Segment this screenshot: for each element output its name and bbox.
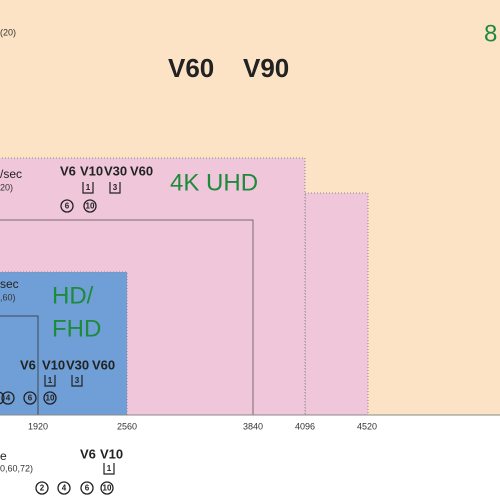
speed-mark: 6 bbox=[28, 394, 33, 403]
class-label: V60 bbox=[130, 163, 153, 178]
speed-mark: 6 bbox=[65, 202, 70, 211]
speed-mark: 4 bbox=[6, 394, 11, 403]
uhs-mark: 1 bbox=[48, 376, 53, 385]
uhs-mark: 1 bbox=[86, 183, 91, 192]
uhs-box bbox=[103, 463, 115, 475]
uhs-mark: 3 bbox=[113, 183, 118, 192]
speed-note: (20) bbox=[0, 27, 16, 37]
axis-label: 4096 bbox=[295, 421, 315, 431]
uhs-box bbox=[82, 182, 94, 194]
speed-circle bbox=[100, 481, 114, 495]
speed-circle bbox=[60, 199, 74, 213]
rate: e bbox=[0, 449, 7, 463]
uhs-box bbox=[44, 375, 56, 387]
class-label: V30 bbox=[66, 357, 89, 372]
speed-circle bbox=[43, 391, 57, 405]
speed-mark: 10 bbox=[46, 394, 55, 403]
hd-region bbox=[0, 271, 128, 416]
class-label: V10 bbox=[80, 163, 103, 178]
speed-circle bbox=[35, 481, 49, 495]
speed-mark: 10 bbox=[86, 202, 95, 211]
speed-circle bbox=[23, 391, 37, 405]
4520-region bbox=[304, 192, 369, 416]
uhs-box bbox=[109, 182, 121, 194]
axis-label: 3840 bbox=[243, 421, 263, 431]
rate-note: 20) bbox=[0, 182, 13, 192]
speed-mark: 10 bbox=[103, 484, 112, 493]
class-label: V10 bbox=[42, 357, 65, 372]
class-label: V6 bbox=[20, 357, 36, 372]
axis-label: 1920 bbox=[28, 421, 48, 431]
speed-mark: 2 bbox=[40, 484, 45, 493]
rate-note: ,60) bbox=[0, 292, 16, 302]
speed-circle bbox=[83, 199, 97, 213]
uhs-mark: 3 bbox=[75, 376, 80, 385]
class-label: V30 bbox=[104, 163, 127, 178]
axis-label: 2560 bbox=[117, 421, 137, 431]
speed-circle bbox=[80, 481, 94, 495]
region-title: FHD bbox=[52, 315, 101, 342]
class-label: V6 bbox=[80, 446, 96, 461]
class-label: V10 bbox=[100, 446, 123, 461]
speed-circle bbox=[0, 391, 5, 405]
speed-circle bbox=[57, 481, 71, 495]
class-label: V60 bbox=[168, 53, 214, 83]
rate-note: 0,60,72) bbox=[0, 463, 33, 473]
rate: sec bbox=[0, 277, 19, 291]
speed-circle bbox=[1, 391, 15, 405]
class-label: V6 bbox=[60, 163, 76, 178]
region-title: HD/ bbox=[52, 282, 94, 309]
rate: /sec bbox=[0, 167, 22, 181]
uhs-box bbox=[71, 375, 83, 387]
region-title: 4K UHD bbox=[170, 169, 258, 196]
speed-mark: 4 bbox=[62, 484, 67, 493]
uhs-mark: 1 bbox=[107, 464, 112, 473]
class-label: V90 bbox=[243, 53, 289, 83]
speed-mark: 6 bbox=[85, 484, 90, 493]
axis-label: 4520 bbox=[357, 421, 377, 431]
heading: 8 bbox=[484, 20, 497, 47]
class-label: V60 bbox=[92, 357, 115, 372]
